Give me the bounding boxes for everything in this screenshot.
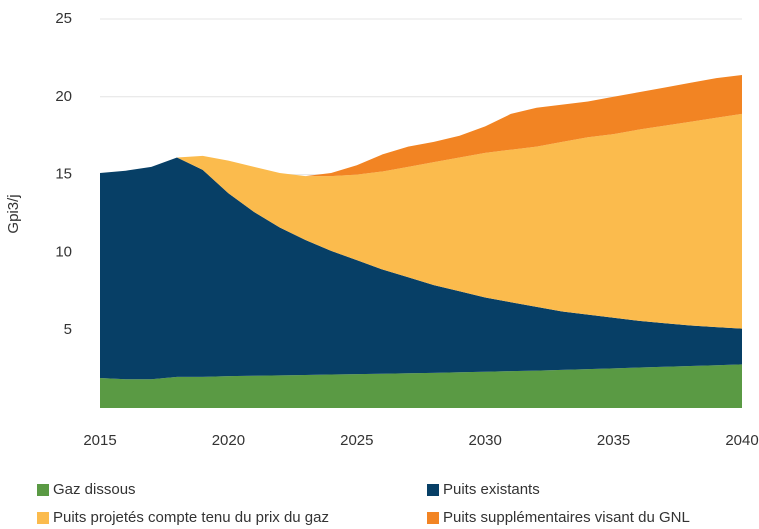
area: [100, 364, 742, 408]
y-axis-label: Gpi3/j: [5, 194, 22, 233]
legend-label: Gaz dissous: [53, 481, 136, 498]
x-tick-label: 2015: [83, 432, 116, 449]
legend-label: Puits supplémentaires visant du GNL: [443, 509, 690, 526]
y-tick-label: 15: [55, 166, 72, 183]
x-tick-label: 2025: [340, 432, 373, 449]
legend-swatch: [427, 512, 439, 524]
y-tick-label: 5: [64, 321, 72, 338]
area: [100, 75, 742, 177]
legend-swatch: [37, 484, 49, 496]
legend-label: Puits projetés compte tenu du prix du ga…: [53, 509, 329, 526]
x-tick-label: 2035: [597, 432, 630, 449]
x-tick-label: 2020: [212, 432, 245, 449]
x-tick-label: 2030: [469, 432, 502, 449]
y-tick-label: 10: [55, 243, 72, 260]
legend-swatch: [427, 484, 439, 496]
x-tick-label: 2040: [725, 432, 758, 449]
y-tick-label: 25: [55, 10, 72, 27]
area: [100, 113, 742, 329]
area: [100, 157, 742, 380]
legend-label: Puits existants: [443, 481, 540, 498]
y-tick-label: 20: [55, 88, 72, 105]
legend-swatch: [37, 512, 49, 524]
